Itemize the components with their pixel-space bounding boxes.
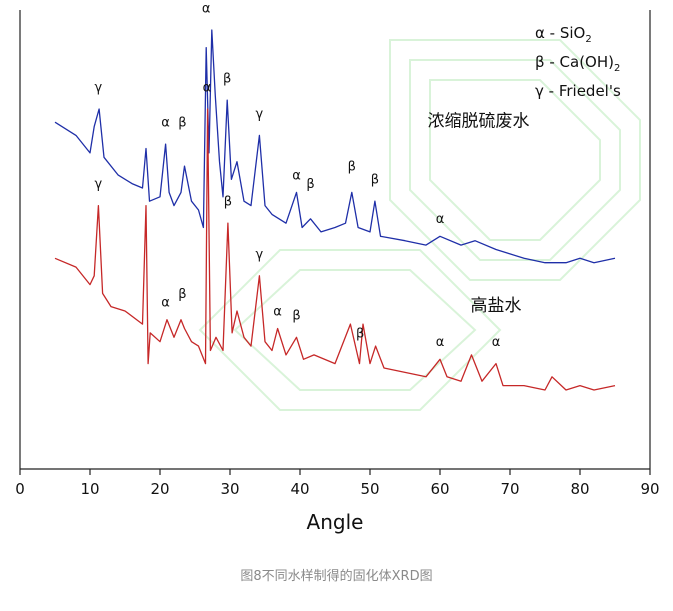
watermark <box>198 39 641 411</box>
peak-label: α <box>436 212 445 227</box>
peak-label: β <box>178 287 186 302</box>
peak-label: γ <box>256 247 264 262</box>
x-tick-label: 80 <box>570 480 589 498</box>
x-ticks: 0 10 20 30 40 50 60 70 80 90 <box>15 469 660 498</box>
peak-label: β <box>356 326 364 341</box>
x-tick-label: 50 <box>360 480 379 498</box>
peak-label: α <box>203 80 212 95</box>
peak-label: α <box>292 168 301 183</box>
x-tick-label: 20 <box>150 480 169 498</box>
legend: α - SiO2 β - Ca(OH)2 γ - Friedel's <box>535 24 621 100</box>
legend-entry: α - SiO2 <box>535 24 592 45</box>
x-axis-label: Angle <box>307 510 364 534</box>
legend-entry: γ - Friedel's <box>535 82 621 100</box>
x-tick-label: 60 <box>430 480 449 498</box>
peak-label: α <box>273 304 282 319</box>
peak-label: β <box>292 309 300 324</box>
peak-label: α <box>161 116 170 131</box>
figure-caption: 图8不同水样制得的固化体XRD图 <box>240 569 433 584</box>
x-tick-label: 30 <box>220 480 239 498</box>
x-tick-label: 40 <box>290 480 309 498</box>
x-tick-label: 70 <box>500 480 519 498</box>
peak-label: α <box>492 335 501 350</box>
series-line-concentrated-desulfurization-wastewater <box>54 29 616 264</box>
peak-label: β <box>306 177 314 192</box>
peak-label: α <box>161 296 170 311</box>
peak-label: β <box>178 116 186 131</box>
x-tick-label: 10 <box>80 480 99 498</box>
peak-label: β <box>348 159 356 174</box>
series-line-high-salt-water <box>54 108 616 391</box>
peak-label: γ <box>95 80 103 95</box>
series-layer <box>54 29 616 391</box>
peak-label: α <box>202 1 211 16</box>
series-label: 高盐水 <box>471 296 522 316</box>
peak-label: β <box>371 173 379 188</box>
peak-label: γ <box>256 107 264 122</box>
legend-entry: β - Ca(OH)2 <box>535 53 620 74</box>
peak-label: β <box>224 195 232 210</box>
x-tick-label: 0 <box>15 480 25 498</box>
peak-label: γ <box>95 177 103 192</box>
peak-label: β <box>223 72 231 87</box>
x-tick-label: 90 <box>640 480 659 498</box>
plot-frame <box>19 10 651 470</box>
series-label: 浓缩脱硫废水 <box>428 112 530 132</box>
peak-label: α <box>436 335 445 350</box>
